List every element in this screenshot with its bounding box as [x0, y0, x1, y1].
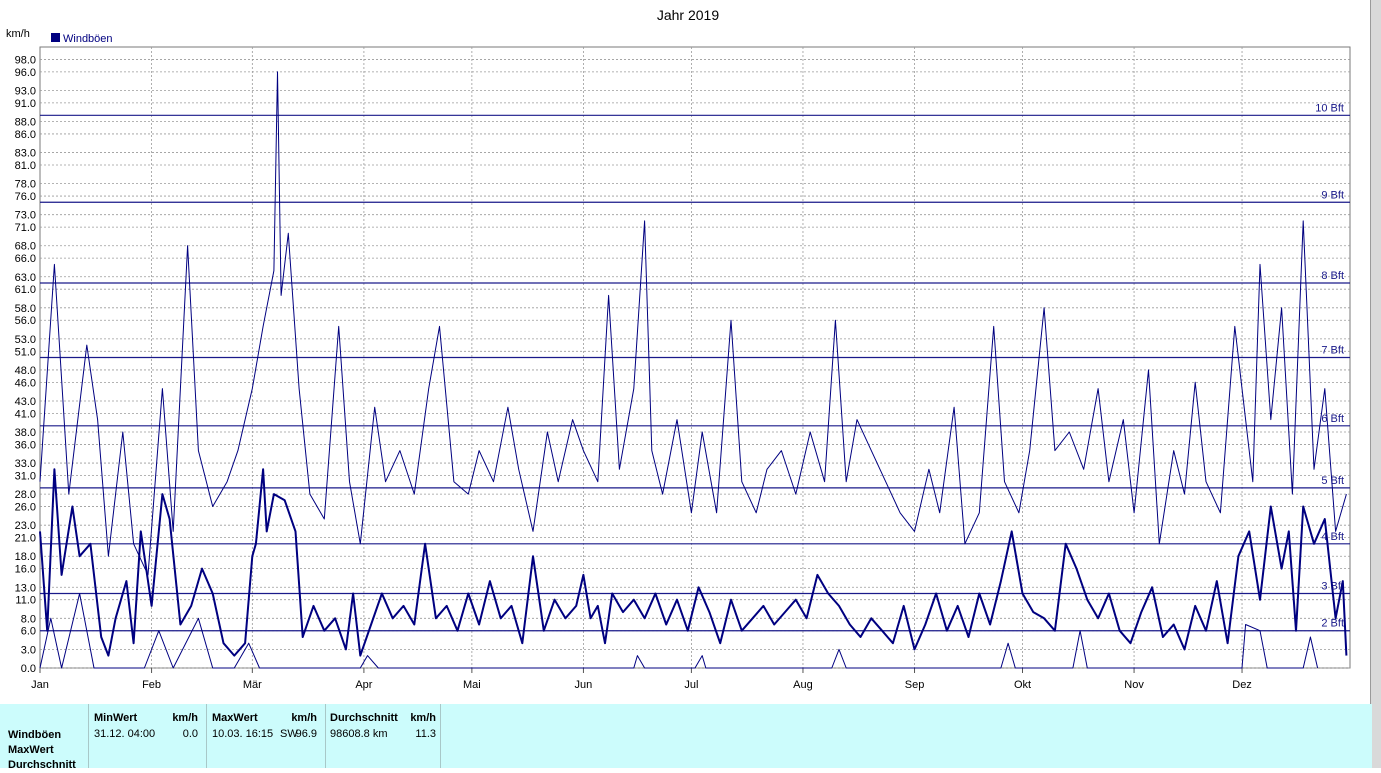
avg-run: 98608.8 km: [330, 728, 388, 740]
stats-panel: Windböen MaxWert Durchschnitt MinWert km…: [0, 704, 1372, 771]
y-tick-label: 28.0: [15, 489, 36, 501]
beaufort-label: 9 Bft: [1321, 189, 1344, 201]
beaufort-label: 10 Bft: [1315, 102, 1344, 114]
y-tick-label: 76.0: [15, 191, 36, 203]
y-tick-label: 3.0: [21, 644, 36, 656]
y-tick-label: 13.0: [15, 582, 36, 594]
max-direction: SW: [280, 728, 298, 740]
y-tick-label: 46.0: [15, 377, 36, 389]
y-tick-label: 96.0: [15, 67, 36, 79]
y-tick-label: 88.0: [15, 117, 36, 129]
min-value: 0.0: [182, 728, 198, 740]
y-tick-label: 41.0: [15, 408, 36, 420]
x-tick-label: Jul: [684, 679, 698, 691]
y-tick-label: 11.0: [15, 595, 36, 607]
legend-swatch: [51, 33, 60, 42]
max-header: MaxWert: [212, 712, 258, 724]
y-tick-label: 31.0: [15, 470, 36, 482]
beaufort-label: 4 Bft: [1321, 531, 1344, 543]
beaufort-label: 7 Bft: [1321, 345, 1344, 357]
y-tick-label: 0.0: [21, 663, 36, 675]
chart-title: Jahr 2019: [657, 7, 719, 23]
y-tick-label: 73.0: [15, 210, 36, 222]
y-tick-label: 43.0: [15, 396, 36, 408]
avg-value: 11.3: [415, 728, 436, 740]
stats-col-max: MaxWert km/h 10.03. 16:15 SW 96.9: [207, 704, 326, 768]
y-tick-label: 78.0: [15, 179, 36, 191]
x-axis-ticks: Jan Feb Mär Apr Mai Jun Jul Aug Sep Okt Nov Dez: [31, 668, 1252, 691]
x-tick-label: Mai: [463, 679, 481, 691]
series-line-max: [39, 71, 1347, 576]
beaufort-label: 2 Bft: [1321, 618, 1344, 630]
min-header: MinWert: [94, 712, 138, 724]
x-tick-label: Aug: [793, 679, 813, 691]
y-tick-label: 51.0: [15, 346, 36, 358]
window-edge: [1370, 0, 1381, 768]
beaufort-label: 6 Bft: [1321, 413, 1344, 425]
avg-unit: km/h: [410, 712, 436, 724]
y-tick-label: 68.0: [15, 241, 36, 253]
y-tick-label: 93.0: [15, 85, 36, 97]
y-tick-label: 61.0: [15, 284, 36, 296]
y-tick-label: 23.0: [15, 520, 36, 532]
x-tick-label: Okt: [1014, 679, 1031, 691]
x-tick-label: Feb: [142, 679, 161, 691]
stats-row-labels: Windböen MaxWert Durchschnitt: [8, 728, 76, 773]
y-tick-label: 86.0: [15, 129, 36, 141]
y-tick-label: 66.0: [15, 253, 36, 265]
row-label-maxwert: MaxWert: [8, 744, 54, 756]
series-lines: [39, 71, 1348, 669]
y-tick-label: 48.0: [15, 365, 36, 377]
x-tick-label: Nov: [1124, 679, 1144, 691]
y-tick-label: 81.0: [15, 160, 36, 172]
y-tick-label: 98.0: [15, 54, 36, 66]
y-tick-label: 16.0: [15, 564, 36, 576]
avg-header: Durchschnitt: [330, 712, 398, 724]
stats-col-avg: Durchschnitt km/h 98608.8 km 11.3: [326, 704, 441, 768]
y-tick-label: 21.0: [15, 533, 36, 545]
y-tick-label: 36.0: [15, 439, 36, 451]
y-tick-label: 38.0: [15, 427, 36, 439]
x-tick-label: Dez: [1232, 679, 1252, 691]
y-tick-label: 18.0: [15, 551, 36, 563]
max-unit: km/h: [291, 712, 317, 724]
beaufort-label: 8 Bft: [1321, 270, 1344, 282]
y-tick-label: 71.0: [15, 222, 36, 234]
y-tick-label: 6.0: [21, 626, 36, 638]
stats-col-min: MinWert km/h 31.12. 04:00 0.0: [88, 704, 207, 768]
y-tick-label: 83.0: [15, 148, 36, 160]
series-line-min: [39, 593, 1319, 669]
y-tick-label: 53.0: [15, 334, 36, 346]
min-time: 31.12. 04:00: [94, 728, 156, 740]
wind-chart: 0.0 3.0 6.08.0 11.013.0 16.018.0 21.023.0 26.0…: [6, 7, 1351, 691]
row-label-windboen: Windböen: [8, 729, 62, 741]
x-tick-label: Sep: [905, 679, 925, 691]
y-axis-ticks: 0.0 3.0 6.08.0 11.013.0 16.018.0 21.023.0 26.0…: [15, 54, 36, 675]
y-unit-label: km/h: [6, 28, 30, 40]
x-tick-label: Mär: [243, 679, 262, 691]
y-tick-label: 26.0: [15, 502, 36, 514]
y-tick-label: 63.0: [15, 272, 36, 284]
max-value: 96.9: [295, 728, 317, 740]
min-unit: km/h: [172, 712, 198, 724]
series-line-avg: [39, 468, 1348, 657]
y-tick-label: 33.0: [15, 458, 36, 470]
x-tick-label: Jan: [31, 679, 49, 691]
y-tick-label: 8.0: [21, 613, 36, 625]
y-tick-label: 56.0: [15, 315, 36, 327]
y-tick-label: 58.0: [15, 303, 36, 315]
legend-label: Windböen: [63, 33, 113, 45]
y-tick-label: 91.0: [15, 98, 36, 110]
beaufort-label: 5 Bft: [1321, 475, 1344, 487]
max-time: 10.03. 16:15: [212, 728, 274, 740]
stats-col-labels: [0, 704, 89, 768]
x-tick-label: Jun: [575, 679, 593, 691]
x-tick-label: Apr: [355, 679, 372, 691]
